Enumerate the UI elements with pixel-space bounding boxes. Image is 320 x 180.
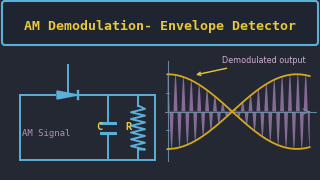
FancyBboxPatch shape bbox=[2, 1, 318, 45]
Text: C: C bbox=[96, 123, 102, 132]
Text: AM Signal: AM Signal bbox=[22, 129, 70, 138]
Text: Demodulated output: Demodulated output bbox=[197, 56, 305, 75]
Text: R: R bbox=[126, 123, 132, 132]
Text: AM Demodulation- Envelope Detector: AM Demodulation- Envelope Detector bbox=[24, 19, 296, 33]
Polygon shape bbox=[57, 91, 78, 99]
